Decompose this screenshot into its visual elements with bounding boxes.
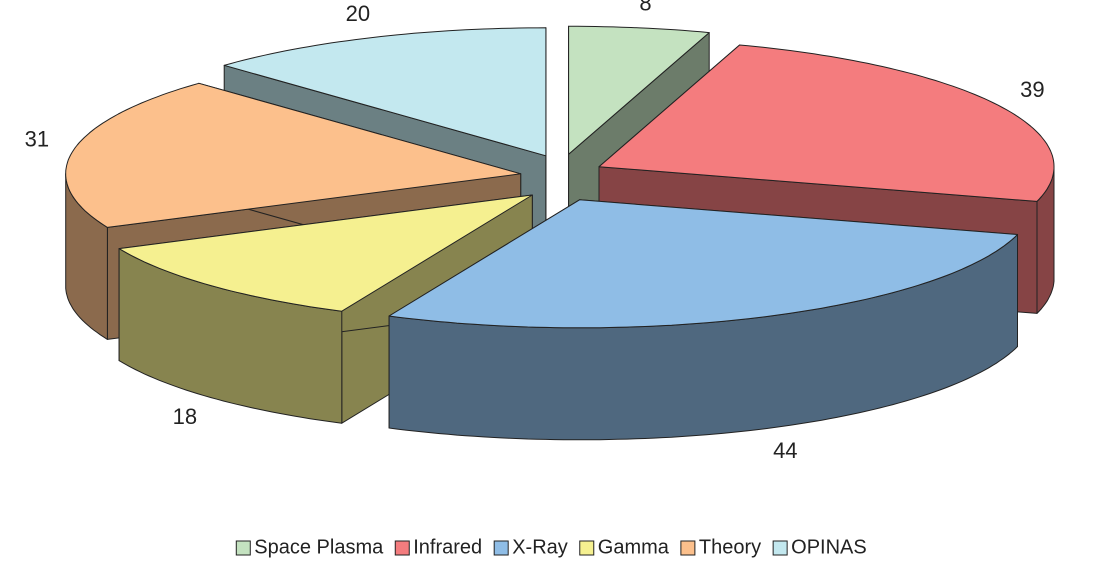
slice xyxy=(388,199,1018,441)
legend-label: Infrared xyxy=(413,536,482,558)
legend-swatch xyxy=(680,540,696,556)
legend-swatch xyxy=(394,540,410,556)
data-label: 44 xyxy=(773,438,797,463)
legend-label: Gamma xyxy=(598,536,670,558)
legend-swatch xyxy=(579,540,595,556)
legend-swatch xyxy=(772,540,788,556)
slice xyxy=(568,25,710,155)
data-label: 20 xyxy=(346,1,370,26)
legend: Space Plasma Infrared X-Ray Gamma Theory OPIN… xyxy=(235,536,867,558)
slice xyxy=(598,44,1055,202)
legend-swatch xyxy=(493,540,509,556)
slice xyxy=(223,27,547,157)
data-label: 8 xyxy=(639,0,651,16)
slice xyxy=(388,199,1018,329)
slice xyxy=(65,82,522,228)
legend-label: Theory xyxy=(699,536,761,558)
data-label: 18 xyxy=(173,404,197,429)
legend-label: Space Plasma xyxy=(254,536,384,558)
slice xyxy=(118,194,533,312)
data-label: 31 xyxy=(25,126,49,151)
legend-label: X-Ray xyxy=(512,536,568,558)
legend-label: OPINAS xyxy=(791,536,867,558)
data-label: 39 xyxy=(1020,77,1044,102)
legend-swatch xyxy=(235,540,251,556)
